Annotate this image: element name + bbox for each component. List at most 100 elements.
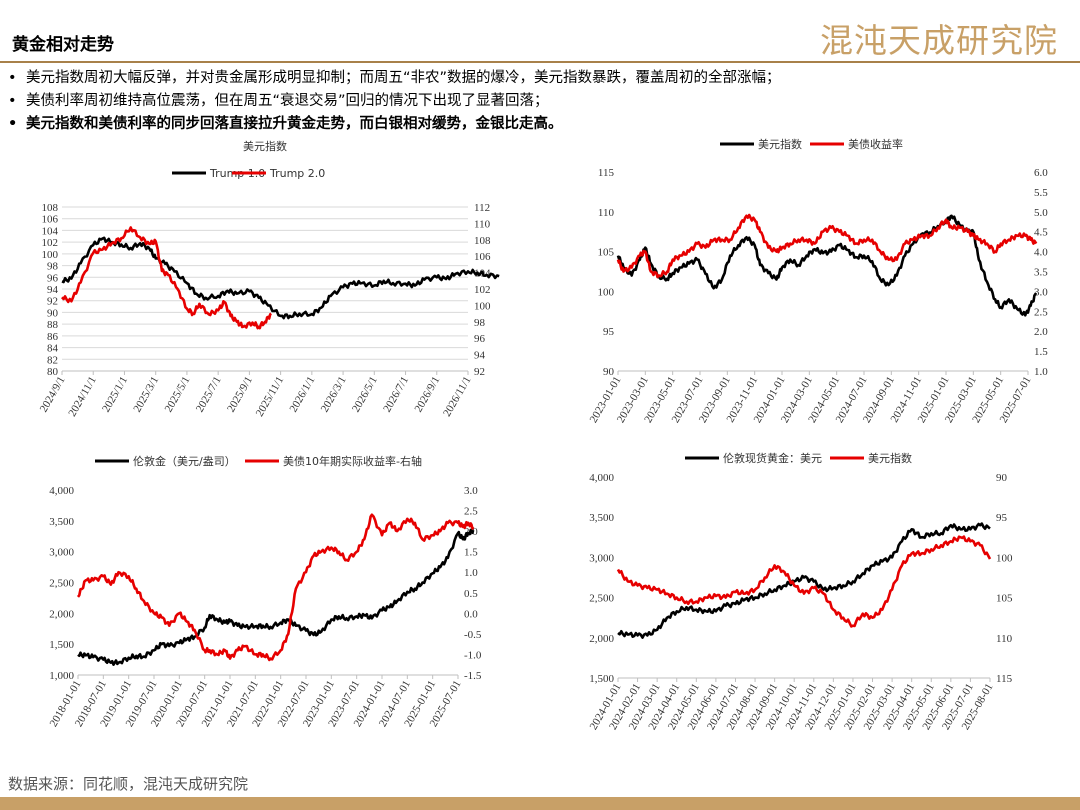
y-right-tick-label: 3.0 (1034, 286, 1048, 298)
y-tick-label: 96 (47, 272, 59, 284)
y-right-tick-label: 5.5 (1034, 187, 1048, 199)
x-tick-label: 2025/9/1 (225, 375, 255, 415)
y-tick-label: 3,500 (589, 512, 614, 524)
y-tick-label: 3,500 (49, 516, 74, 528)
bullet-item: • 美元指数和美债利率的同步回落直接拉升黄金走势，而白银相对缓势，金银比走高。 (8, 113, 1068, 136)
y-right-tick-label: 110 (474, 218, 491, 230)
bullet-item: • 美债利率周初维持高位震荡，但在周五“衰退交易”回归的情况下出现了显著回落； (8, 90, 1068, 113)
y-tick-label: 105 (598, 247, 615, 259)
y-tick-label: 2,000 (589, 633, 614, 645)
y-right-tick-label: -1.5 (464, 670, 482, 682)
chart-dollar-index-trump: 美元指数808284868890929496981001021041061089… (38, 139, 500, 419)
y-tick-label: 110 (598, 207, 615, 219)
y-right-tick-label: 94 (474, 350, 486, 362)
x-tick-label: 2026/5/1 (350, 375, 380, 415)
y-right-tick-label: 1.0 (1034, 366, 1048, 378)
y-tick-label: 3,000 (49, 547, 74, 559)
y-tick-label: 4,000 (589, 472, 614, 484)
legend-label: 伦敦金（美元/盎司） (133, 454, 236, 468)
y-tick-label: 104 (42, 225, 59, 237)
series-line (77, 528, 475, 666)
y-right-tick-label: 112 (474, 202, 490, 214)
y-right-tick-label: 2.5 (464, 506, 478, 518)
series-line (61, 226, 272, 330)
brand-logo: 混沌天成研究院 (820, 21, 1058, 60)
x-tick-label: 2026/7/1 (381, 375, 411, 415)
y-right-tick-label: 110 (996, 633, 1013, 645)
y-tick-label: 1,500 (589, 673, 614, 685)
y-tick-label: 100 (598, 286, 615, 298)
y-tick-label: 1,500 (49, 639, 74, 651)
y-tick-label: 95 (603, 326, 615, 338)
y-right-tick-label: -0.5 (464, 629, 482, 641)
y-tick-label: 4,000 (49, 485, 74, 497)
chart-title: 美元指数 (243, 139, 287, 153)
y-right-tick-label: 95 (996, 512, 1008, 524)
y-tick-label: 92 (47, 296, 58, 308)
bullet-text: 美债利率周初维持高位震荡，但在周五“衰退交易”回归的情况下出现了显著回落； (26, 93, 549, 109)
x-tick-label: 2026/1/1 (287, 375, 317, 415)
y-tick-label: 2,500 (589, 593, 614, 605)
y-right-tick-label: 106 (474, 251, 491, 263)
y-tick-label: 1,000 (49, 670, 74, 682)
y-right-tick-label: 3.5 (1034, 267, 1048, 279)
legend-label: 美元指数 (868, 451, 912, 465)
y-right-tick-label: 3.0 (464, 485, 478, 497)
y-right-tick-label: 0.5 (464, 588, 478, 600)
chart-dollar-vs-treasury: 90 95 100 105 110 115 1.0 1.5 2.0 2.5 3.0 3.5 4.0 4.5… (588, 137, 1049, 425)
series-line (617, 522, 991, 639)
y-right-tick-label: 5.0 (1034, 207, 1048, 219)
bullet-list: • 美元指数周初大幅反弹，并对贵金属形成明显抑制；而周五“非农”数据的爆冷，美元指… (8, 67, 1068, 136)
y-right-tick-label: 6.0 (1034, 167, 1048, 179)
bullet-item: • 美元指数周初大幅反弹，并对贵金属形成明显抑制；而周五“非农”数据的爆冷，美元指… (8, 67, 1068, 90)
y-tick-label: 82 (47, 354, 58, 366)
y-tick-label: 88 (47, 319, 59, 331)
y-tick-label: 80 (47, 366, 59, 378)
bullet-dot-icon: • (8, 70, 17, 86)
y-right-tick-label: 2.0 (1034, 326, 1048, 338)
y-right-tick-label: 98 (474, 317, 486, 329)
legend-label: 伦敦现货黄金：美元 (723, 451, 822, 465)
legend-label: 美债收益率 (848, 137, 903, 151)
y-tick-label: 86 (47, 331, 59, 343)
y-right-tick-label: 4.5 (1034, 227, 1048, 239)
x-tick-label: 2025/5/1 (163, 375, 193, 415)
y-right-tick-label: 0.0 (464, 608, 478, 620)
y-right-tick-label: 92 (474, 366, 485, 378)
x-tick-label: 2025/1/1 (100, 375, 130, 415)
x-tick-label: 2025/3/1 (131, 375, 161, 415)
y-right-tick-label: 1.5 (1034, 346, 1048, 358)
y-right-tick-label: 90 (996, 472, 1008, 484)
bullet-text: 美元指数和美债利率的同步回落直接拉升黄金走势，而白银相对缓势，金银比走高。 (26, 116, 563, 132)
y-tick-label: 102 (42, 237, 59, 249)
x-tick-label: 2026/9/1 (412, 375, 442, 415)
y-tick-label: 84 (47, 343, 59, 355)
y-right-tick-label: 96 (474, 333, 486, 345)
x-tick-label: 2025/11/1 (254, 375, 287, 419)
page-title: 黄金相对走势 (12, 35, 114, 55)
data-source-note: 数据来源：同花顺，混沌天成研究院 (8, 775, 249, 793)
y-right-tick-label: 100 (996, 552, 1013, 564)
footer-bar (0, 797, 1080, 810)
y-tick-label: 2,500 (49, 578, 74, 590)
chart-gold-vs-real-yield: 1,000 1,500 2,000 2,500 3,000 3,500 4,000 -1.5 -… (48, 454, 482, 729)
y-tick-label: 106 (42, 214, 59, 226)
bullet-dot-icon: • (8, 93, 17, 109)
y-tick-label: 108 (42, 202, 59, 214)
y-tick-label: 3,000 (589, 552, 614, 564)
y-right-tick-label: 100 (474, 300, 491, 312)
x-tick-label: 2026/3/1 (319, 375, 349, 415)
y-tick-label: 2,000 (49, 608, 74, 620)
y-tick-label: 90 (47, 307, 59, 319)
y-tick-label: 115 (598, 167, 615, 179)
y-tick-label: 90 (603, 366, 615, 378)
y-right-tick-label: -1.0 (464, 649, 482, 661)
bullet-dot-icon: • (8, 116, 18, 132)
y-right-tick-label: 108 (474, 235, 491, 247)
series-line (61, 236, 500, 320)
x-tick-label: 2024/9/1 (38, 375, 68, 415)
y-tick-label: 100 (42, 249, 59, 261)
y-right-tick-label: 2.5 (1034, 306, 1048, 318)
series-line (616, 213, 1038, 279)
x-tick-label: 2026/11/1 (441, 375, 474, 419)
